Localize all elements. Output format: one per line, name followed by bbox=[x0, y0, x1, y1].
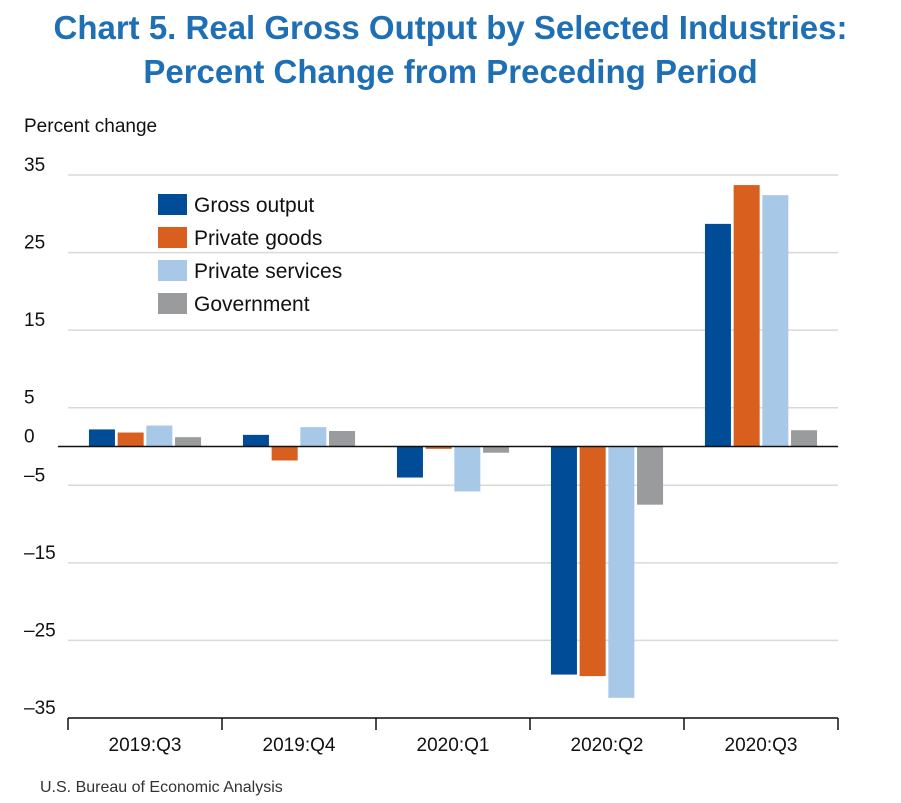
bar-government bbox=[791, 430, 818, 447]
bar-private-services bbox=[454, 446, 481, 492]
x-tick-label: 2019:Q4 bbox=[263, 735, 336, 756]
y-tick-label: –25 bbox=[24, 620, 56, 641]
legend-label: Private services bbox=[194, 260, 342, 283]
legend-label: Gross output bbox=[194, 194, 314, 217]
legend-swatch bbox=[158, 293, 187, 314]
bar-gross-output bbox=[396, 446, 423, 478]
bar-government bbox=[483, 446, 510, 453]
y-axis-label: Percent change bbox=[24, 116, 158, 137]
x-tick-label: 2020:Q1 bbox=[417, 735, 490, 756]
bar-private-services bbox=[300, 427, 327, 447]
y-tick-label: 5 bbox=[24, 388, 35, 409]
bar-gross-output bbox=[88, 429, 115, 447]
y-tick-label: 35 bbox=[24, 155, 45, 176]
bar-government bbox=[637, 446, 664, 505]
bar-private-goods bbox=[733, 185, 760, 447]
y-tick-label: 25 bbox=[24, 233, 45, 254]
chart-title-line-1: Chart 5. Real Gross Output by Selected I… bbox=[53, 9, 848, 46]
bar-private-goods bbox=[117, 432, 144, 447]
bar-gross-output bbox=[704, 223, 731, 447]
x-tick-label: 2019:Q3 bbox=[109, 735, 182, 756]
bar-gross-output bbox=[550, 446, 577, 675]
bar-government bbox=[175, 437, 202, 447]
y-tick-label: –5 bbox=[24, 465, 45, 486]
chart-title-line-2: Percent Change from Preceding Period bbox=[143, 53, 758, 90]
legend-label: Private goods bbox=[194, 227, 322, 250]
x-tick-label: 2020:Q3 bbox=[725, 735, 798, 756]
bar-private-goods bbox=[579, 446, 606, 677]
source-note: U.S. Bureau of Economic Analysis bbox=[40, 779, 283, 796]
y-tick-label: 15 bbox=[24, 310, 45, 331]
bar-private-services bbox=[608, 446, 635, 698]
legend-swatch bbox=[158, 194, 187, 215]
bar-private-goods bbox=[425, 446, 452, 449]
bar-government bbox=[329, 430, 356, 447]
legend-swatch bbox=[158, 260, 187, 281]
chart-title: Chart 5. Real Gross Output by Selected I… bbox=[0, 6, 901, 94]
y-tick-label: –15 bbox=[24, 543, 56, 564]
legend-label: Government bbox=[194, 293, 310, 316]
bar-private-services bbox=[762, 195, 789, 447]
bar-private-services bbox=[146, 425, 173, 447]
y-tick-label: 0 bbox=[24, 427, 35, 448]
x-tick-label: 2020:Q2 bbox=[571, 735, 644, 756]
bar-private-goods bbox=[271, 446, 298, 461]
legend-swatch bbox=[158, 227, 187, 248]
y-tick-label: –35 bbox=[24, 698, 56, 719]
bar-gross-output bbox=[242, 434, 269, 447]
